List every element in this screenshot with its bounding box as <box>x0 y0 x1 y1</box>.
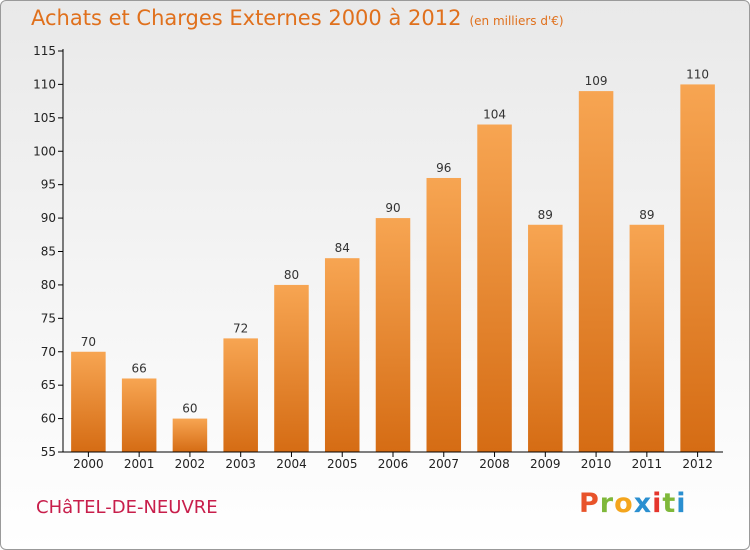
y-tick-label: 90 <box>41 211 56 225</box>
y-tick-label: 80 <box>41 278 56 292</box>
y-tick-label: 115 <box>33 44 56 58</box>
place-name: CHâTEL-DE-NEUVRE <box>36 497 218 518</box>
y-tick-label: 60 <box>41 412 56 426</box>
bar-2003 <box>223 338 258 452</box>
bar-value-label: 89 <box>538 208 553 222</box>
y-tick-label: 100 <box>33 144 56 158</box>
bar-2007 <box>426 177 462 452</box>
logo-letter: P <box>579 488 600 519</box>
y-tick-label: 85 <box>41 245 56 259</box>
bar-value-label: 90 <box>385 201 400 215</box>
y-tick-label: 55 <box>41 445 56 459</box>
bar-value-label: 110 <box>686 67 709 81</box>
bar-value-label: 84 <box>335 241 350 255</box>
logo-letter: o <box>614 488 634 519</box>
bar-2009 <box>528 224 563 452</box>
y-tick-label: 110 <box>33 77 56 91</box>
bar-2001 <box>121 378 157 452</box>
x-tick-label: 2008 <box>479 457 510 471</box>
bar-value-label: 70 <box>81 335 96 349</box>
bar-2008 <box>477 124 512 453</box>
x-tick-label: 2005 <box>327 457 358 471</box>
logo-letter: i <box>676 488 687 519</box>
y-tick-label: 65 <box>41 378 56 392</box>
bar-2010 <box>578 91 614 452</box>
bar-2006 <box>375 218 411 452</box>
x-tick-label: 2000 <box>73 457 104 471</box>
bar-value-label: 109 <box>585 74 608 88</box>
bar-value-label: 89 <box>639 208 654 222</box>
x-tick-label: 2011 <box>632 457 663 471</box>
x-tick-label: 2004 <box>276 457 307 471</box>
logo-letter: r <box>599 488 615 519</box>
x-tick-label: 2001 <box>124 457 155 471</box>
x-tick-label: 2010 <box>581 457 612 471</box>
chart-unit: (en milliers d'€) <box>469 14 564 28</box>
y-tick-label: 70 <box>41 345 56 359</box>
x-tick-label: 2002 <box>175 457 206 471</box>
proxiti-logo[interactable]: Proxiti <box>579 488 687 519</box>
bar-value-label: 66 <box>132 361 147 375</box>
logo-letter: i <box>652 488 663 519</box>
bar-2012 <box>680 84 715 453</box>
bar-2005 <box>324 258 360 452</box>
bar-value-label: 60 <box>182 402 197 416</box>
bar-2004 <box>274 284 309 452</box>
x-tick-label: 2009 <box>530 457 561 471</box>
logo-letter: x <box>633 488 653 519</box>
bar-value-label: 104 <box>483 108 506 122</box>
bar-value-label: 72 <box>233 321 248 335</box>
bar-2000 <box>71 351 106 452</box>
x-tick-label: 2012 <box>682 457 713 471</box>
bar-value-label: 96 <box>436 161 451 175</box>
x-tick-label: 2003 <box>225 457 256 471</box>
x-tick-label: 2006 <box>378 457 409 471</box>
chart-title: Achats et Charges Externes 2000 à 2012 (e… <box>31 6 564 30</box>
y-tick-label: 105 <box>33 111 56 125</box>
bar-2002 <box>172 418 208 452</box>
x-tick-label: 2007 <box>428 457 459 471</box>
bar-value-label: 80 <box>284 268 299 282</box>
logo-letter: t <box>662 488 677 519</box>
y-tick-label: 75 <box>41 311 56 325</box>
y-tick-label: 95 <box>41 178 56 192</box>
chart-title-text: Achats et Charges Externes 2000 à 2012 <box>31 6 462 30</box>
bar-2011 <box>629 224 665 452</box>
